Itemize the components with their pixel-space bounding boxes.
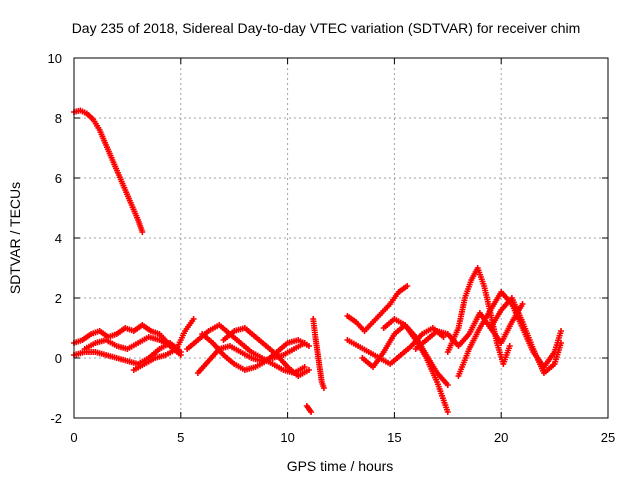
series-track-o [455,289,565,379]
x-tick-label: 15 [387,430,401,445]
data-point [519,301,526,307]
data-point [558,328,565,334]
series-track-l [380,316,451,415]
x-tick-label: 0 [70,430,77,445]
data-point [190,316,197,322]
series-track-i [344,283,411,334]
y-tick-label: 10 [48,51,62,66]
y-tick-label: 0 [55,351,62,366]
y-tick-label: 6 [55,171,62,186]
y-axis-label: SDTVAR / TECUs [7,182,23,294]
data-point [177,352,184,358]
series-short-1 [303,403,315,415]
y-tick-label: 4 [55,231,62,246]
data-point [139,229,146,235]
data-point [301,364,308,370]
data-point [558,340,565,346]
series-track-g [199,331,312,373]
y-tick-label: 2 [55,291,62,306]
x-tick-label: 25 [601,430,615,445]
x-axis-label: GPS time / hours [287,458,394,474]
data-point [444,382,451,388]
data-point [305,367,312,373]
series-decay-arc [71,107,146,235]
data-point [404,283,411,289]
plot-frame [73,57,609,419]
series-track-c [81,334,184,358]
grid [74,58,608,418]
data-point [308,409,315,415]
x-tick-label: 5 [177,430,184,445]
data-points [71,107,565,415]
x-tick-label: 20 [494,430,508,445]
tick-labels: 0 5 10 15 20 25 -2 0 2 4 6 8 10 [48,51,616,445]
series-track-h [220,325,312,379]
x-tick-label: 10 [280,430,294,445]
data-point [305,343,312,349]
chart-title: Day 235 of 2018, Sidereal Day-to-day VTE… [72,20,581,36]
series-track-p [487,295,565,376]
data-point [506,343,513,349]
series-burst-11h [310,316,327,391]
series-track-d [130,316,197,373]
data-point [320,385,327,391]
y-tick-label: -2 [50,411,62,426]
y-tick-label: 8 [55,111,62,126]
data-point [444,409,451,415]
